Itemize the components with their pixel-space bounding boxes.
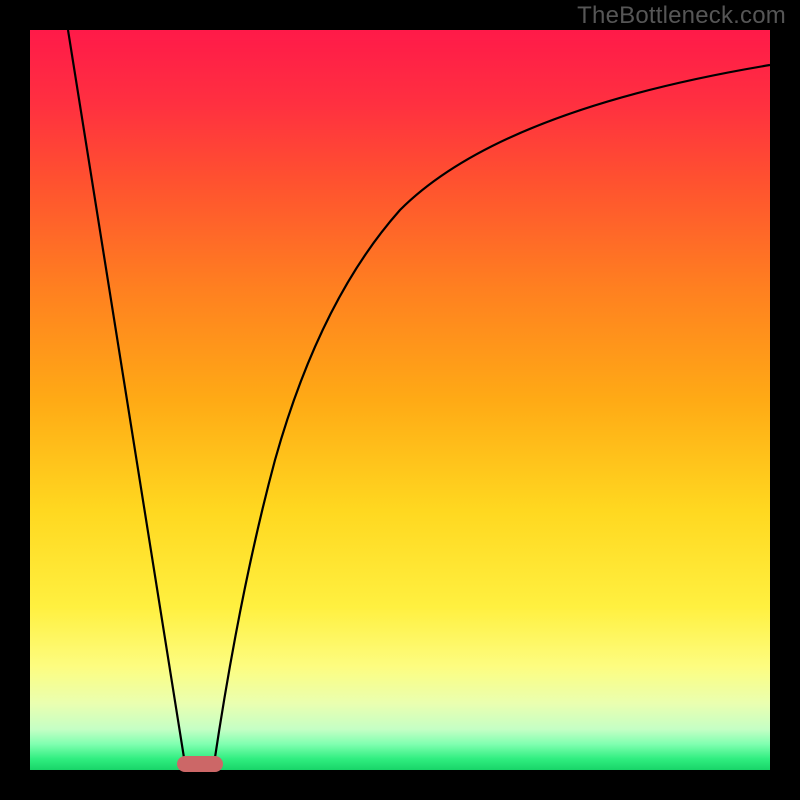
curve-left-segment <box>68 30 185 764</box>
watermark-text: TheBottleneck.com <box>577 2 786 30</box>
minimum-marker <box>177 756 223 772</box>
bottleneck-curve <box>30 30 770 770</box>
plot-area <box>30 30 770 770</box>
curve-right-segment <box>214 65 770 764</box>
chart-container: TheBottleneck.com <box>0 0 800 800</box>
